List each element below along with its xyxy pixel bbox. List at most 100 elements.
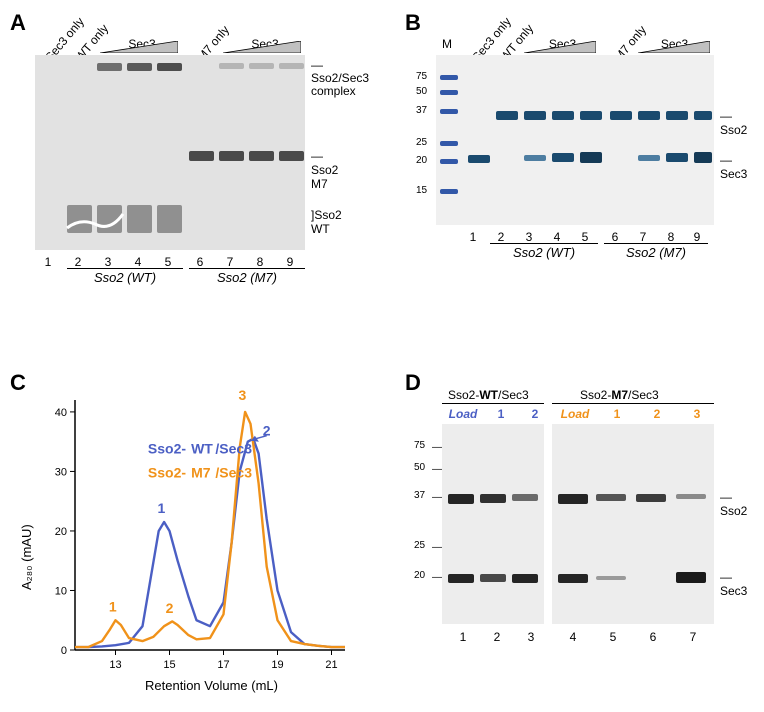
gel-band <box>694 152 712 163</box>
panel-d-label: D <box>405 370 421 396</box>
svg-text:30: 30 <box>55 466 67 478</box>
panel-d-gel-m7 <box>552 424 714 624</box>
lane-number: 8 <box>661 230 681 244</box>
svg-text:10: 10 <box>55 585 67 597</box>
lane-number: 1 <box>452 630 474 644</box>
gel-band <box>638 155 660 161</box>
group-line <box>604 243 708 244</box>
gel-band <box>219 151 244 161</box>
gel-band <box>440 90 458 95</box>
panel-d-gel-wt <box>442 424 544 624</box>
svg-text:13: 13 <box>109 659 121 671</box>
lane-number: 1 <box>38 255 58 269</box>
gel-band <box>694 111 712 120</box>
lane-number: 4 <box>547 230 567 244</box>
lane-number: 9 <box>280 255 300 269</box>
gel-band <box>440 189 458 194</box>
group-line <box>189 268 305 269</box>
svg-text:20: 20 <box>55 526 67 538</box>
panel-b-marker-label: M <box>442 37 452 51</box>
svg-text:1: 1 <box>158 500 166 516</box>
gel-band <box>157 205 182 233</box>
lane-number: 2 <box>68 255 88 269</box>
group-line <box>442 403 544 404</box>
panel-b-group-1: Sso2 (M7) <box>604 245 708 260</box>
gel-band <box>279 63 304 69</box>
lane-number: 4 <box>128 255 148 269</box>
panel-b-gel <box>436 55 714 225</box>
lane-number: 1 <box>463 230 483 244</box>
group-line <box>67 268 183 269</box>
panel-b-group-0: Sso2 (WT) <box>490 245 598 260</box>
marker-label: 37 <box>416 105 427 116</box>
gel-band <box>558 494 588 504</box>
panel-d-col-label: 2 <box>640 407 674 421</box>
svg-text:40: 40 <box>55 407 67 419</box>
gel-band <box>189 151 214 161</box>
panel-c-xlabel: Retention Volume (mL) <box>145 678 278 693</box>
marker-label: 25 <box>414 540 425 551</box>
figure-root: A Sec3 only WT only Sec3 M7 only Sec3 <box>0 0 764 712</box>
marker-label: 37 <box>414 490 425 501</box>
marker-label: 50 <box>414 462 425 473</box>
lane-number: 2 <box>491 230 511 244</box>
svg-text:/Sec3: /Sec3 <box>215 441 252 457</box>
lane-number: 3 <box>520 630 542 644</box>
gel-band <box>512 494 538 501</box>
lane-number: 6 <box>190 255 210 269</box>
panel-c-ylabel: A₂₈₀ (mAU) <box>19 524 34 590</box>
panel-a-gel <box>35 55 305 250</box>
panel-b-side-0: —Sso2 <box>720 109 750 137</box>
lane-number: 6 <box>642 630 664 644</box>
gel-band <box>636 494 666 502</box>
svg-text:15: 15 <box>163 659 175 671</box>
marker-label: 75 <box>416 71 427 82</box>
gel-band <box>524 111 546 120</box>
panel-b-label: B <box>405 10 421 36</box>
gel-band <box>580 152 602 163</box>
marker-tick: — <box>432 572 442 583</box>
svg-text:M7: M7 <box>191 464 211 480</box>
svg-text:Sso2-: Sso2- <box>148 441 186 457</box>
lane-number: 3 <box>98 255 118 269</box>
panel-a-side-1: —Sso2 M7 <box>311 149 338 191</box>
svg-text:WT: WT <box>191 441 213 457</box>
gel-band <box>676 494 706 499</box>
panel-d-header-0: Sso2-WT/Sec3 <box>448 388 529 402</box>
marker-label: 25 <box>416 137 427 148</box>
gel-band <box>524 155 546 161</box>
gel-band <box>666 111 688 120</box>
gel-band <box>249 151 274 161</box>
gel-band <box>552 153 574 162</box>
panel-a: Sec3 only WT only Sec3 M7 only Sec3 <box>35 55 335 285</box>
lane-number: 5 <box>602 630 624 644</box>
panel-d-col-label: Load <box>446 407 480 421</box>
svg-text:0: 0 <box>61 645 67 657</box>
gel-band <box>440 109 458 114</box>
artifact-icon <box>65 210 125 235</box>
lane-number: 7 <box>633 230 653 244</box>
wedge-icon <box>100 41 178 53</box>
svg-text:2: 2 <box>166 600 174 616</box>
wedge-icon <box>638 41 710 53</box>
panel-d-side-1: —Sec3 <box>720 570 750 598</box>
group-line <box>490 243 598 244</box>
svg-text:1: 1 <box>109 598 117 614</box>
panel-c: 131517192101020304012123Sso2-WT/Sec3Sso2… <box>15 380 370 700</box>
lane-number: 7 <box>682 630 704 644</box>
panel-d-side-0: —Sso2 <box>720 490 750 518</box>
panel-c-chart: 131517192101020304012123Sso2-WT/Sec3Sso2… <box>15 380 370 700</box>
wedge-icon <box>524 41 596 53</box>
svg-text:/Sec3: /Sec3 <box>215 464 252 480</box>
panel-d-col-label: 1 <box>484 407 518 421</box>
panel-d-col-label: 2 <box>518 407 552 421</box>
gel-band <box>440 75 458 80</box>
panel-b: M Sec3 only WT only Sec3 M7 only Sec3 <box>430 55 750 285</box>
panel-a-label: A <box>10 10 26 36</box>
lane-number: 3 <box>519 230 539 244</box>
gel-band <box>468 155 490 163</box>
gel-band <box>638 111 660 120</box>
gel-band <box>157 63 182 71</box>
gel-band <box>480 574 506 582</box>
marker-label: 15 <box>416 185 427 196</box>
